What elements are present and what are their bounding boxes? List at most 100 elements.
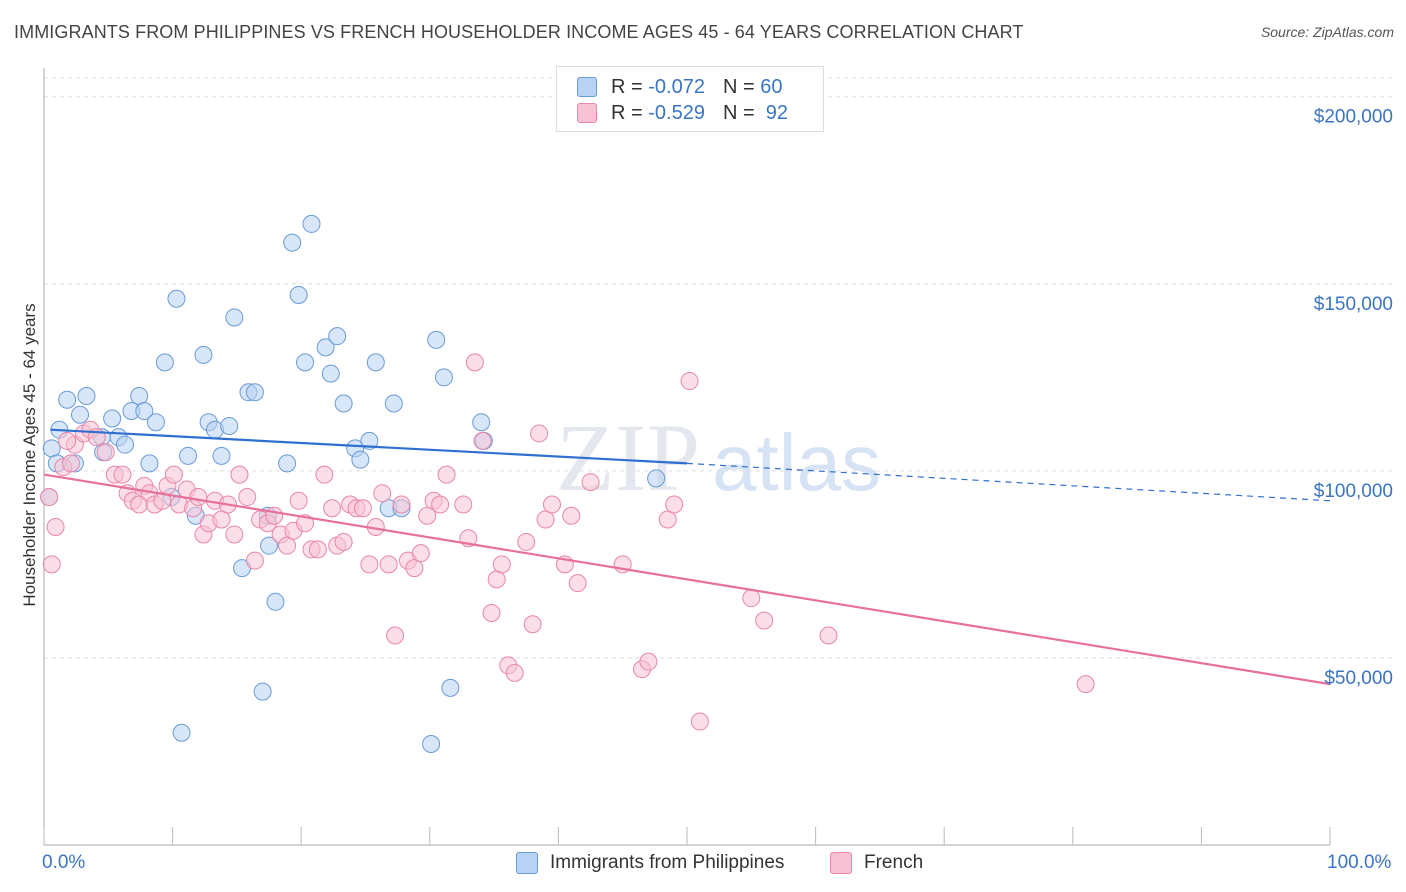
legend-swatch-blue — [516, 852, 538, 874]
french-point — [639, 652, 658, 671]
legend-row-french: R = -0.529 N = 92 — [577, 101, 788, 125]
french-point — [505, 663, 524, 682]
y-tick-label: $200,000 — [1314, 107, 1393, 128]
legend-r-label: R = — [611, 75, 643, 98]
french-point — [690, 712, 709, 731]
data-points — [40, 214, 1095, 753]
french-point — [517, 532, 536, 551]
philippines-point — [266, 592, 285, 611]
philippines-point — [321, 364, 340, 383]
french-point — [353, 499, 372, 518]
french-point — [296, 514, 315, 533]
french-point — [278, 536, 297, 555]
french-point — [308, 540, 327, 559]
french-point — [46, 517, 65, 536]
trend-lines — [43, 428, 1331, 686]
legend-r-label: R = — [611, 101, 643, 124]
philippines-point — [220, 416, 239, 435]
french-point — [315, 465, 334, 484]
bottom-legend-philippines: Immigrants from Philippines — [516, 852, 784, 874]
philippines-point — [366, 353, 385, 372]
french-point — [665, 495, 684, 514]
legend-swatch-pink — [577, 103, 597, 123]
french-point — [386, 626, 405, 645]
french-point — [568, 574, 587, 593]
y-tick-labels: $50,000 $100,000 $150,000 $200,000 — [1314, 107, 1393, 689]
philippines-point — [296, 353, 315, 372]
legend-n-label: N = — [722, 101, 755, 124]
french-point — [62, 454, 81, 473]
philippines-point — [360, 431, 379, 450]
legend-r-value: -0.072 — [648, 75, 705, 98]
french-point — [265, 506, 284, 525]
french-point — [562, 506, 581, 525]
french-point — [189, 488, 208, 507]
french-point — [392, 495, 411, 514]
philippines-point — [71, 405, 90, 424]
philippines-point — [328, 327, 347, 346]
philippines-point — [283, 233, 302, 252]
french-point — [1076, 675, 1095, 694]
french-point — [334, 532, 353, 551]
french-point — [96, 443, 115, 462]
french-point — [289, 491, 308, 510]
philippines-point — [351, 450, 370, 469]
french-point — [164, 465, 183, 484]
french-point — [418, 506, 437, 525]
french-point — [536, 510, 555, 529]
x-tick-label-min: 0.0% — [42, 852, 86, 873]
philippines-point — [441, 678, 460, 697]
philippines-point — [225, 308, 244, 327]
bottom-legend-label: Immigrants from Philippines — [550, 852, 785, 873]
french-point — [437, 465, 456, 484]
philippines-point — [135, 401, 154, 420]
french-point — [542, 495, 561, 514]
axes — [43, 68, 1331, 846]
philippines-point — [278, 454, 297, 473]
philippines-point — [194, 345, 213, 364]
philippines-point — [140, 454, 159, 473]
philippines-point — [384, 394, 403, 413]
french-point — [40, 488, 59, 507]
french-point — [755, 611, 774, 630]
french-point — [42, 555, 61, 574]
french-point — [492, 555, 511, 574]
french-point — [405, 559, 424, 578]
french-point — [482, 604, 501, 623]
french-point — [238, 488, 257, 507]
philippines-point — [245, 383, 264, 402]
french-point — [523, 615, 542, 634]
french-point — [225, 525, 244, 544]
legend-swatch-blue — [577, 77, 597, 97]
legend-r-value: -0.529 — [648, 101, 705, 124]
philippines-point — [179, 446, 198, 465]
philippines-point — [58, 390, 77, 409]
philippines-point — [472, 413, 491, 432]
philippines-point — [253, 682, 272, 701]
philippines-point — [422, 734, 441, 753]
french-point — [819, 626, 838, 645]
legend-swatch-pink — [830, 852, 852, 874]
philippines-point — [103, 409, 122, 428]
philippines-point — [316, 338, 335, 357]
philippines-point — [427, 330, 446, 349]
y-axis-label: Householder Income Ages 45 - 64 years — [20, 303, 39, 607]
philippines-point — [289, 286, 308, 305]
philippines-point — [116, 435, 135, 454]
french-point — [58, 431, 77, 450]
french-point — [473, 431, 492, 450]
french-point — [454, 495, 473, 514]
french-point — [680, 372, 699, 391]
french-point — [431, 495, 450, 514]
french-point — [658, 510, 677, 529]
philippines-point — [146, 413, 165, 432]
french-point — [230, 465, 249, 484]
watermark: ZIP atlas — [556, 404, 881, 511]
french-point — [411, 544, 430, 563]
philippines-point — [42, 439, 61, 458]
philippines-point — [77, 387, 96, 406]
french-point — [373, 484, 392, 503]
source-label: Source: ZipAtlas.com — [1260, 24, 1394, 40]
legend-n-value: 92 — [765, 101, 789, 124]
french-point — [212, 510, 231, 529]
